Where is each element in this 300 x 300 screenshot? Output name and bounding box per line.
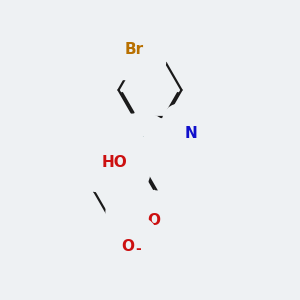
Text: +: + <box>134 206 143 215</box>
Text: N: N <box>184 126 197 141</box>
Text: Br: Br <box>125 42 144 57</box>
Text: O: O <box>147 213 160 228</box>
Text: N: N <box>128 213 141 228</box>
Text: HO: HO <box>102 155 128 170</box>
Text: H: H <box>132 136 145 152</box>
Text: -: - <box>135 242 141 256</box>
Text: O: O <box>122 239 135 254</box>
